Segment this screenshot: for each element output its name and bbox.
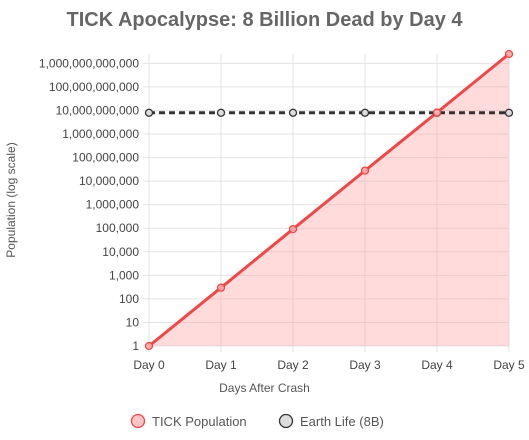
earth-life-point xyxy=(288,108,298,117)
x-tick-label: Day 5 xyxy=(493,358,525,372)
y-tick-label: 10,000,000 xyxy=(79,174,139,188)
legend: TICK Population Earth Life (8B) xyxy=(130,413,384,429)
series-lines xyxy=(148,52,510,348)
y-tick-label: 100,000,000,000 xyxy=(49,80,139,94)
y-tick-label: 100 xyxy=(119,292,139,306)
y-tick-label: 1,000,000 xyxy=(86,198,140,212)
legend-label-tick-population: TICK Population xyxy=(152,414,247,429)
legend-marker-earth-life xyxy=(278,413,294,429)
y-axis-ticks: 1 10 100 1,000 10,000 100,000 1,000,000 10,000,… xyxy=(39,56,139,353)
y-tick-label: 1,000,000,000 xyxy=(62,127,139,141)
x-axis-title: Days After Crash xyxy=(219,381,310,395)
tick-population-point xyxy=(144,341,154,351)
y-tick-label: 10,000,000,000 xyxy=(56,103,140,117)
x-tick-label: Day 3 xyxy=(349,358,381,372)
y-axis-title: Population (log scale) xyxy=(4,142,18,257)
tick-population-point xyxy=(360,166,370,175)
data-points xyxy=(144,49,514,351)
tick-population-point xyxy=(432,108,442,117)
x-tick-label: Day 2 xyxy=(277,358,309,372)
earth-life-point xyxy=(360,108,370,117)
x-tick-label: Day 4 xyxy=(421,358,453,372)
y-tick-label: 100,000 xyxy=(96,221,140,235)
y-tick-label: 100,000,000 xyxy=(72,151,139,165)
y-tick-label: 10,000 xyxy=(102,245,139,259)
x-tick-label: Day 0 xyxy=(133,358,165,372)
earth-life-point xyxy=(216,108,226,117)
y-tick-label: 10 xyxy=(126,315,140,329)
legend-marker-tick-population xyxy=(130,413,146,429)
chart-title: TICK Apocalypse: 8 Billion Dead by Day 4 xyxy=(66,9,463,31)
tick-population-line xyxy=(148,52,510,348)
x-axis-ticks: Day 0 Day 1 Day 2 Day 3 Day 4 Day 5 xyxy=(133,358,525,372)
legend-label-earth-life: Earth Life (8B) xyxy=(300,414,384,429)
y-tick-label: 1,000 xyxy=(109,268,139,282)
grid xyxy=(143,54,510,352)
x-tick-label: Day 1 xyxy=(205,358,237,372)
tick-population-point xyxy=(504,49,514,59)
y-tick-label: 1 xyxy=(132,339,139,353)
tick-population-point xyxy=(288,224,298,234)
earth-life-point xyxy=(144,108,154,117)
earth-life-point xyxy=(504,108,514,117)
y-tick-label: 1,000,000,000,000 xyxy=(39,56,139,70)
tick-population-point xyxy=(216,283,226,292)
